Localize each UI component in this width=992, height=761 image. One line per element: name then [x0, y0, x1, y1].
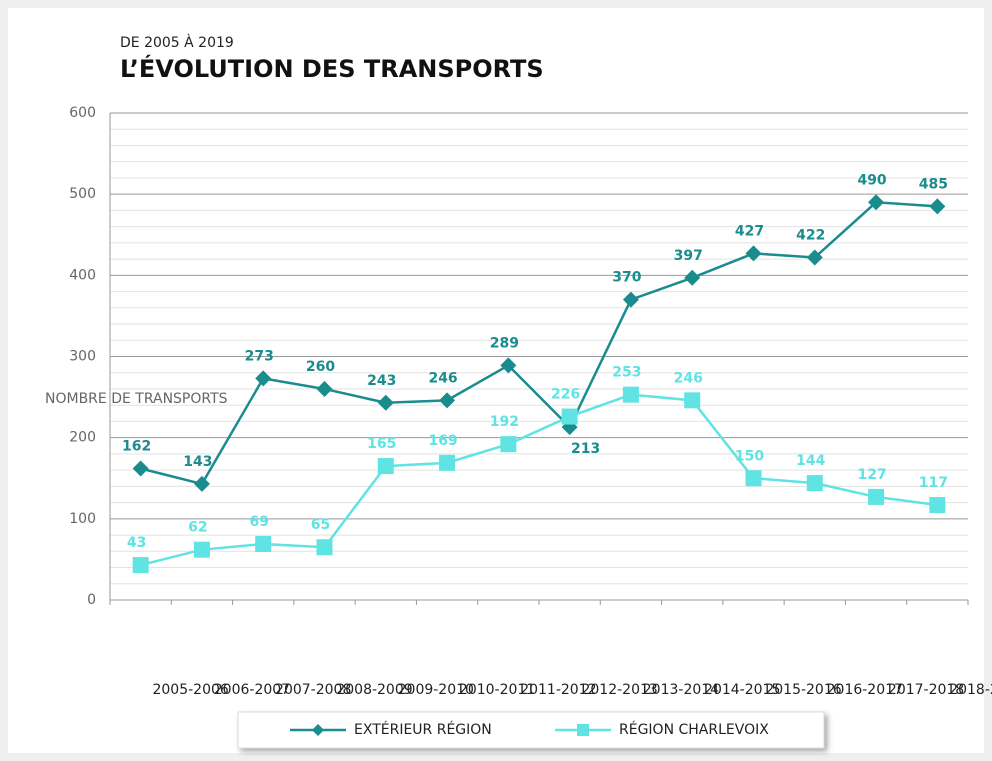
marker: [377, 458, 394, 475]
marker: [745, 245, 762, 262]
marker: [622, 386, 639, 403]
x-tick-label: 2010-2011: [459, 682, 535, 698]
y-tick-label: 400: [69, 267, 96, 283]
series-line: [140, 393, 938, 567]
marker: [193, 541, 210, 558]
x-tick-label: 2014-2015: [704, 682, 780, 698]
marker: [684, 392, 701, 409]
data-label: 213: [571, 441, 600, 457]
y-axis-label: NOMBRE DE TRANSPORTS: [45, 391, 228, 407]
marker: [132, 460, 149, 477]
marker: [255, 535, 272, 552]
x-tick-label: 2016-2017: [827, 682, 903, 698]
data-label: 150: [735, 448, 764, 464]
data-label: 370: [612, 270, 641, 286]
x-tick-label: 2007-2008: [275, 682, 351, 698]
data-label: 69: [249, 514, 268, 530]
x-tick-label: 2018-2019: [949, 682, 992, 698]
data-label: 485: [919, 176, 948, 192]
x-tick-label: 2017-2018: [888, 682, 964, 698]
marker: [500, 436, 517, 453]
data-label: 43: [127, 535, 146, 551]
marker: [132, 557, 149, 574]
y-tick-label: 600: [69, 105, 96, 121]
x-tick-label: 2008-2009: [336, 682, 412, 698]
marker: [806, 249, 823, 266]
data-label: 422: [796, 227, 825, 243]
data-label: 397: [674, 248, 703, 264]
x-tick-label: 2011-2012: [520, 682, 596, 698]
data-label: 243: [367, 373, 396, 389]
data-label: 260: [306, 359, 335, 375]
marker: [500, 357, 517, 374]
marker: [439, 454, 456, 471]
marker: [622, 291, 639, 308]
marker: [316, 539, 333, 556]
data-label: 490: [857, 172, 886, 188]
x-tick-label: 2005-2006: [152, 682, 228, 698]
marker: [439, 392, 456, 409]
x-tick-label: 2006-2007: [214, 682, 290, 698]
data-label: 169: [428, 433, 457, 449]
chart-title: L’ÉVOLUTION DES TRANSPORTS: [120, 54, 544, 83]
data-label: 144: [796, 453, 825, 469]
y-tick-label: 100: [69, 511, 96, 527]
chart-subtitle: DE 2005 À 2019: [120, 34, 234, 51]
x-tick-label: 2012-2013: [581, 682, 657, 698]
marker: [255, 370, 272, 387]
marker: [929, 198, 946, 215]
data-label: 143: [183, 454, 212, 470]
series-line: [140, 201, 938, 486]
data-label: 117: [919, 475, 948, 491]
data-label: 246: [428, 370, 457, 386]
marker: [377, 394, 394, 411]
legend-label: EXTÉRIEUR RÉGION: [354, 721, 492, 738]
legend-marker: [312, 724, 324, 736]
x-tick-label: 2009-2010: [398, 682, 474, 698]
data-label: 273: [245, 348, 274, 364]
legend-label: RÉGION CHARLEVOIX: [619, 721, 769, 738]
legend-marker: [577, 724, 589, 736]
marker: [684, 269, 701, 286]
marker: [316, 380, 333, 397]
y-tick-label: 0: [87, 592, 96, 608]
card: [8, 8, 984, 753]
x-tick-label: 2015-2016: [765, 682, 841, 698]
marker: [561, 408, 578, 425]
marker: [929, 497, 946, 514]
data-label: 246: [674, 370, 703, 386]
data-label: 289: [490, 335, 519, 351]
y-tick-label: 300: [69, 349, 96, 365]
marker: [868, 488, 885, 505]
data-label: 253: [612, 365, 641, 381]
y-tick-label: 200: [69, 430, 96, 446]
data-label: 65: [311, 517, 330, 533]
marker: [806, 475, 823, 492]
data-label: 192: [490, 414, 519, 430]
data-label: 226: [551, 387, 580, 403]
marker: [745, 470, 762, 487]
marker: [868, 194, 885, 211]
data-label: 162: [122, 439, 151, 455]
data-label: 165: [367, 436, 396, 452]
data-label: 62: [188, 520, 207, 536]
marker: [193, 475, 210, 492]
data-label: 427: [735, 223, 764, 239]
y-tick-label: 500: [69, 186, 96, 202]
x-tick-label: 2013-2014: [643, 682, 719, 698]
data-label: 127: [857, 467, 886, 483]
